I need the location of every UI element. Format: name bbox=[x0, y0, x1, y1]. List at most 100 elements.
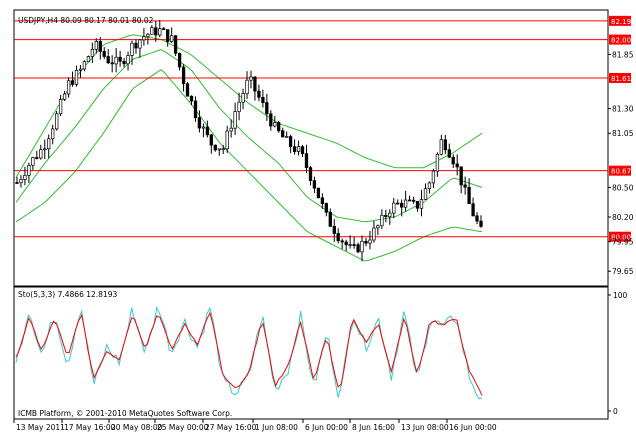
candle-body bbox=[451, 156, 455, 165]
candle-body bbox=[146, 33, 150, 38]
candle-body bbox=[138, 39, 142, 49]
candle-body bbox=[328, 211, 332, 227]
candle-body bbox=[27, 165, 31, 176]
candle-body bbox=[273, 122, 277, 127]
candle-body bbox=[439, 139, 443, 155]
candle-body bbox=[209, 134, 213, 146]
price-tick-label: 81.85 bbox=[612, 50, 634, 59]
candle-body bbox=[300, 146, 305, 154]
time-tick-label: 16 Jun 00:00 bbox=[449, 423, 497, 432]
candle-body bbox=[368, 239, 372, 244]
candle-body bbox=[51, 128, 55, 140]
candle-body bbox=[177, 52, 182, 68]
candle-body bbox=[336, 233, 340, 242]
candle-body bbox=[320, 197, 325, 204]
candle-body bbox=[261, 96, 265, 103]
candle-body bbox=[281, 130, 285, 138]
candle-body bbox=[35, 157, 39, 159]
candle-body bbox=[31, 157, 35, 166]
candle-body bbox=[229, 127, 233, 132]
candle-body bbox=[356, 244, 360, 253]
candle-body bbox=[205, 126, 210, 136]
level-price-label: 82.00 bbox=[611, 37, 631, 45]
candle-body bbox=[364, 240, 368, 244]
time-tick-label: 25 May 00:00 bbox=[157, 423, 209, 432]
candle-body bbox=[403, 199, 408, 208]
candle-body bbox=[225, 130, 229, 150]
candle-body bbox=[380, 214, 384, 227]
price-tick-label: 81.05 bbox=[612, 129, 634, 138]
candle-body bbox=[90, 48, 95, 57]
candle-body bbox=[150, 27, 154, 35]
candle-body bbox=[479, 220, 483, 227]
time-tick-label: 8 Jun 16:00 bbox=[352, 423, 395, 432]
oscillator-tick-label: 0 bbox=[613, 407, 618, 416]
oscillator-panel[interactable] bbox=[13, 286, 609, 420]
level-price-badge bbox=[609, 165, 631, 176]
candle-body bbox=[43, 148, 47, 151]
candle-body bbox=[388, 212, 392, 218]
candle-body bbox=[82, 61, 87, 70]
candle-body bbox=[70, 80, 75, 85]
level-price-badge bbox=[609, 73, 631, 84]
candle-body bbox=[130, 42, 134, 56]
price-panel[interactable] bbox=[13, 9, 609, 287]
candle-body bbox=[392, 202, 396, 214]
candle-body bbox=[344, 241, 348, 246]
candle-body bbox=[58, 99, 63, 115]
candle-body bbox=[62, 93, 67, 100]
candle-body bbox=[86, 56, 91, 63]
candle-body bbox=[332, 225, 336, 234]
time-tick-label: 17 May 16:00 bbox=[64, 423, 116, 432]
candle-body bbox=[407, 199, 412, 202]
candle-body bbox=[308, 167, 313, 181]
oscillator-tick-label: 100 bbox=[613, 291, 628, 300]
level-price-badge bbox=[609, 34, 631, 45]
candle-body bbox=[233, 111, 237, 129]
candle-body bbox=[312, 180, 317, 189]
time-tick-label: 13 May 2011 bbox=[16, 423, 65, 432]
candle-body bbox=[340, 240, 344, 243]
level-price-badge bbox=[609, 15, 631, 26]
candle-body bbox=[102, 51, 106, 57]
price-tick-label: 79.95 bbox=[612, 238, 634, 247]
candle-body bbox=[269, 113, 273, 127]
candle-body bbox=[162, 28, 166, 30]
bollinger-middle-band bbox=[15, 49, 483, 223]
candle-body bbox=[296, 146, 301, 152]
candle-body bbox=[189, 95, 194, 102]
time-tick-label: 20 May 08:00 bbox=[111, 423, 163, 432]
candle-body bbox=[316, 187, 321, 199]
level-price-label: 80.00 bbox=[611, 234, 631, 242]
oscillator-layer bbox=[15, 306, 483, 400]
candle-body bbox=[475, 215, 479, 222]
candle-body bbox=[348, 244, 352, 246]
candle-body bbox=[201, 126, 206, 129]
candle-body bbox=[55, 113, 59, 130]
candle-body bbox=[463, 184, 467, 188]
price-tick-label: 80.50 bbox=[612, 183, 634, 192]
candle-body bbox=[376, 225, 380, 229]
candle-body bbox=[134, 42, 138, 49]
candle-body bbox=[245, 79, 249, 95]
candle-body bbox=[118, 56, 122, 62]
candle-body bbox=[443, 139, 447, 151]
candle-body bbox=[360, 240, 364, 253]
candle-body bbox=[213, 144, 217, 151]
time-tick-label: 13 Jun 08:00 bbox=[401, 423, 449, 432]
candle-body bbox=[173, 35, 178, 54]
price-layer bbox=[14, 20, 608, 262]
candle-body bbox=[396, 202, 400, 205]
candle-body bbox=[304, 153, 309, 168]
candle-body bbox=[431, 170, 436, 184]
candle-body bbox=[467, 186, 471, 205]
candle-body bbox=[288, 136, 293, 148]
candle-body bbox=[185, 83, 190, 97]
candle-body bbox=[237, 101, 241, 112]
candle-body bbox=[181, 66, 186, 85]
candle-body bbox=[241, 93, 245, 103]
candle-body bbox=[74, 69, 79, 85]
candle-body bbox=[23, 175, 27, 180]
candle-body bbox=[221, 148, 225, 151]
